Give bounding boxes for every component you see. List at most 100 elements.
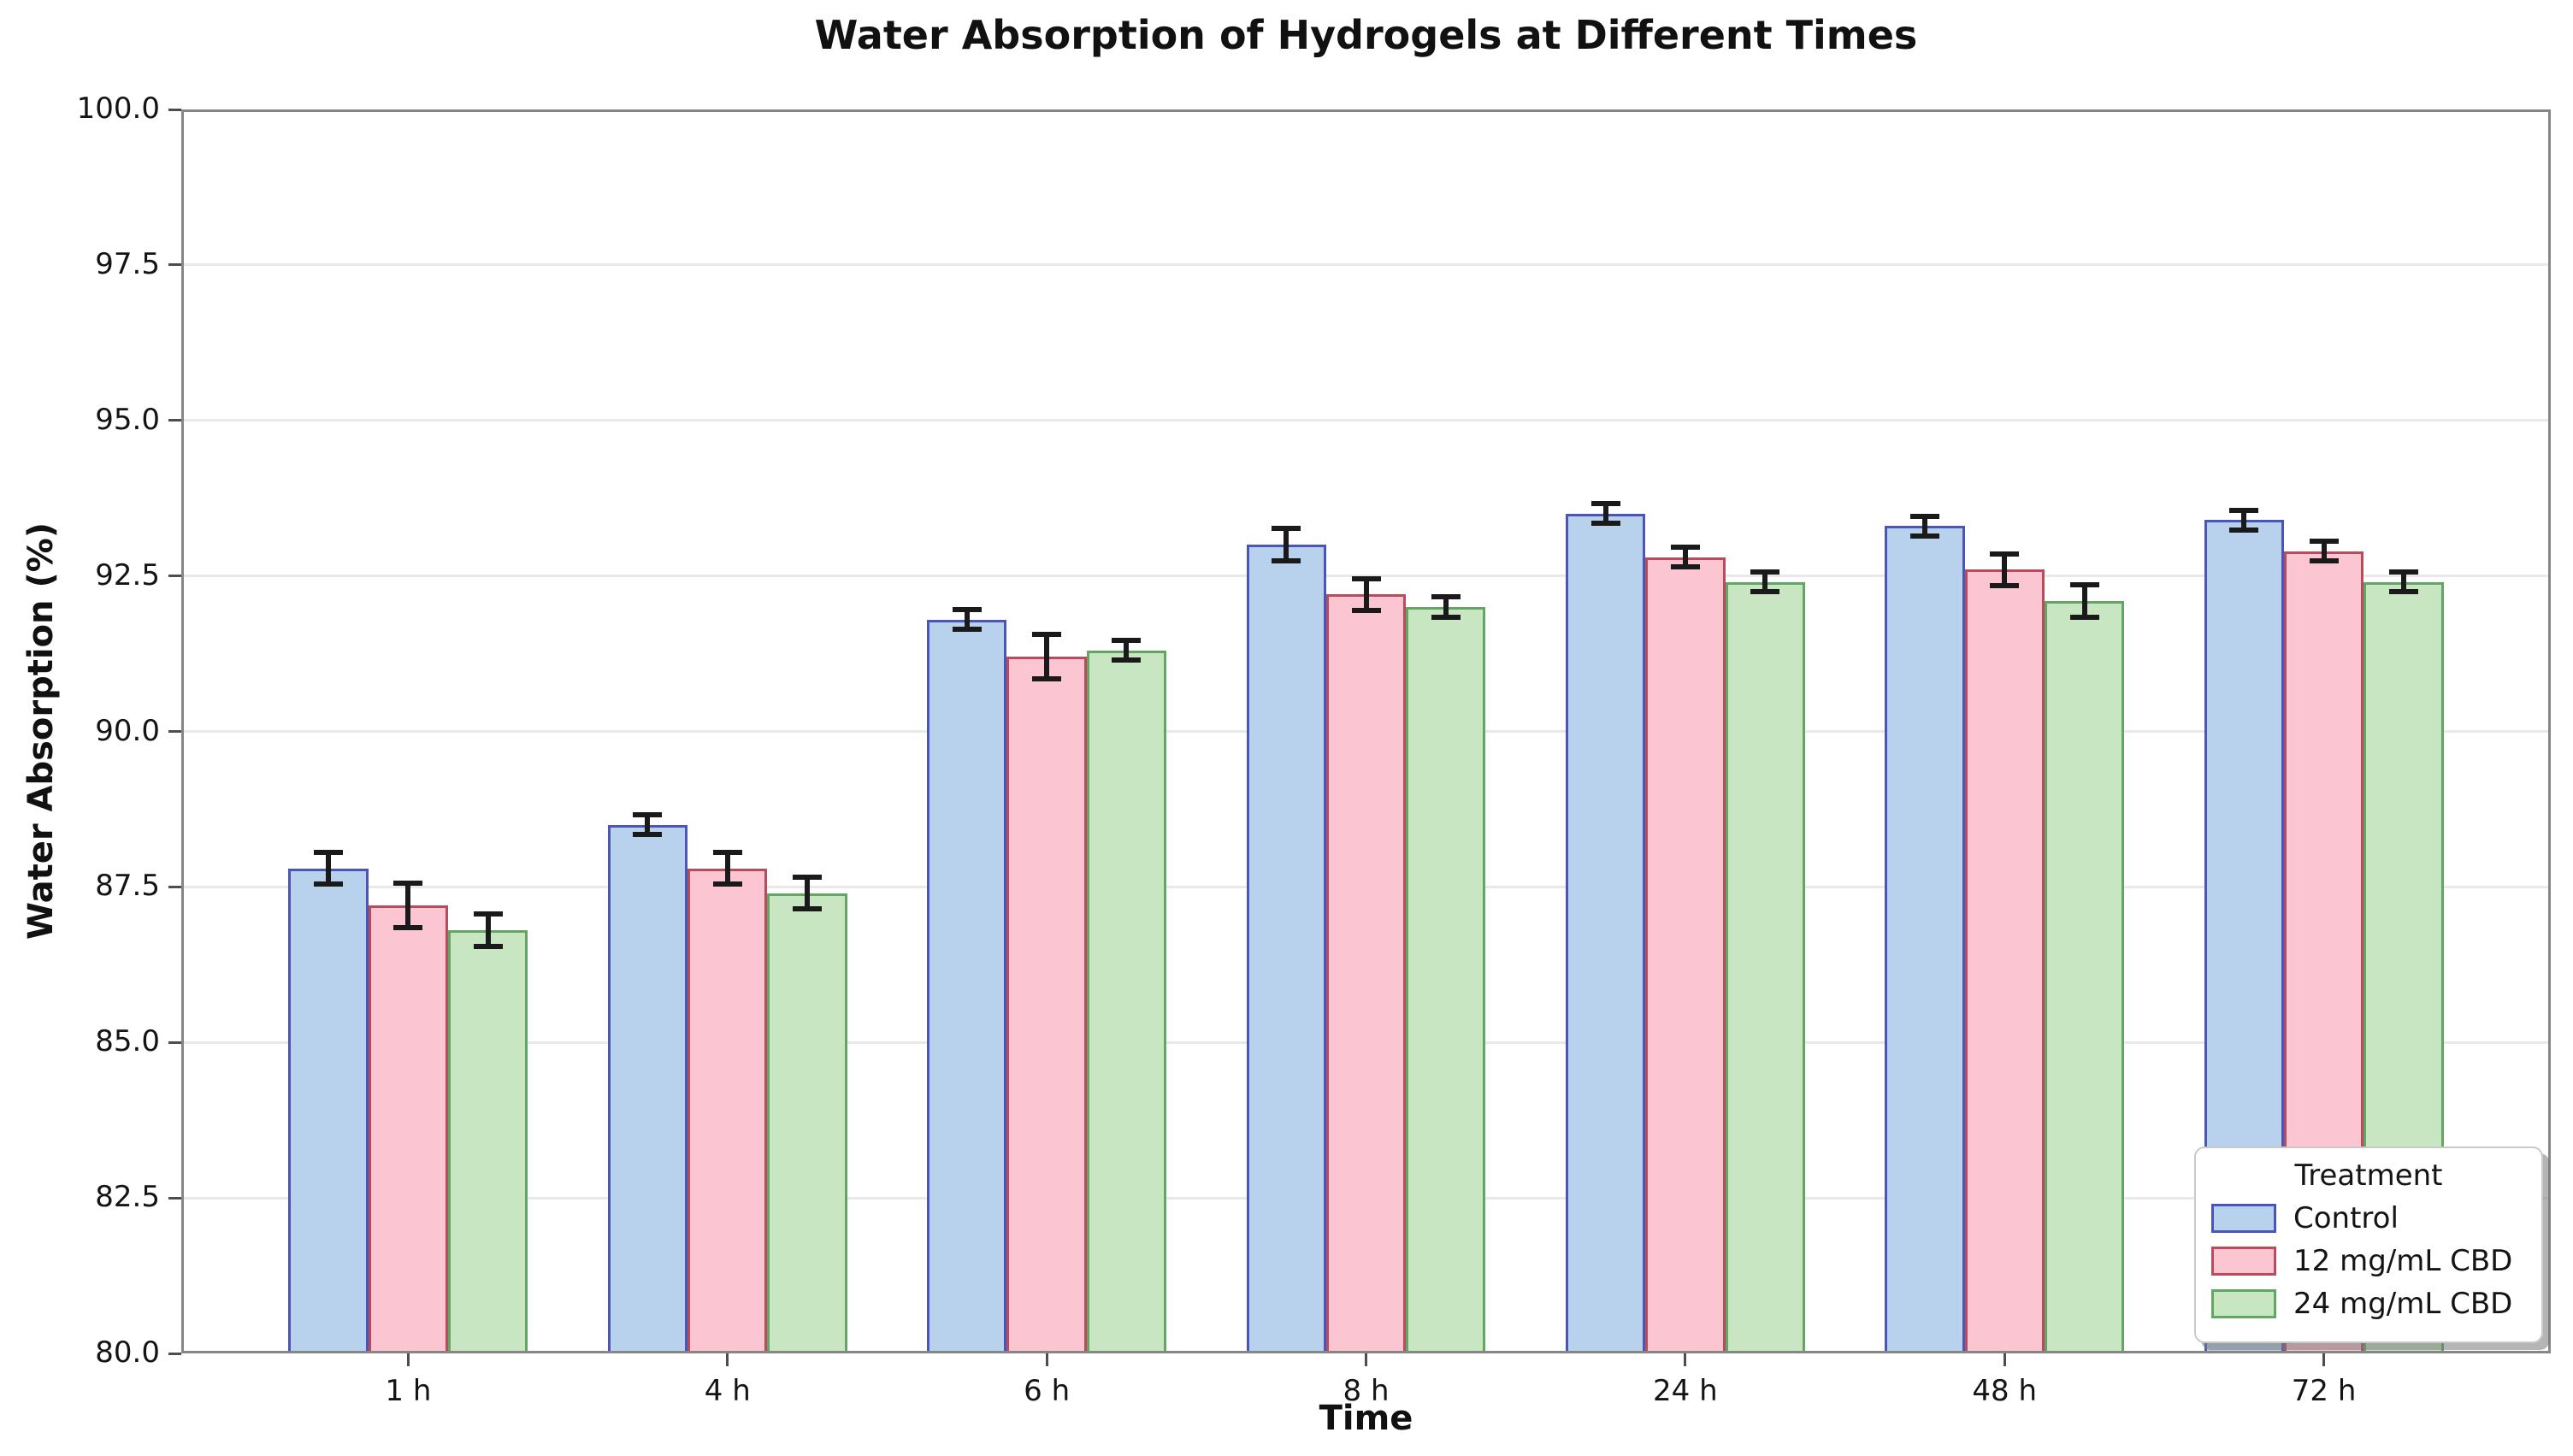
error-bar [393, 881, 423, 931]
legend-rows: Control 12 mg/mL CBD 24 mg/mL CBD [2211, 1201, 2526, 1321]
bar-12-mg-ml-cbd [368, 905, 449, 1353]
gridline [181, 419, 2551, 422]
error-bar-cap-bottom [1990, 583, 2020, 589]
error-bar-cap-bottom [1750, 589, 1780, 595]
legend-swatch-12-mg-ml-cbd [2211, 1247, 2276, 1276]
legend-swatch-24-mg-ml-cbd [2211, 1289, 2276, 1318]
error-bar-cap-bottom [314, 881, 344, 887]
error-bar [633, 812, 663, 838]
legend-row: Control [2211, 1201, 2526, 1235]
error-bar-cap-bottom [2069, 614, 2099, 620]
bar-24-mg-ml-cbd [1725, 581, 1805, 1353]
bar-24-mg-ml-cbd [1086, 650, 1167, 1353]
error-bar-cap-bottom [2309, 558, 2339, 564]
error-bar [314, 849, 344, 887]
bar-12-mg-ml-cbd [1645, 557, 1726, 1353]
error-bar-cap-top [2309, 538, 2339, 544]
x-tick [1045, 1353, 1048, 1366]
error-bar [1909, 513, 1939, 539]
error-bar [1112, 638, 1142, 663]
error-bar-stem [1602, 501, 1608, 527]
error-bar-cap-bottom [393, 925, 423, 931]
x-axis-label: Time [1319, 1399, 1413, 1438]
x-tick [406, 1353, 410, 1366]
x-tick-label: 8 h [1343, 1374, 1390, 1408]
chart-title: Water Absorption of Hydrogels at Differe… [814, 12, 1918, 58]
bar-12-mg-ml-cbd [1006, 657, 1087, 1353]
error-bar-stem [2081, 581, 2087, 620]
error-bar-cap-top [1431, 594, 1461, 600]
y-tick-label: 100.0 [76, 91, 160, 126]
error-bar-cap-top [1990, 551, 2020, 557]
error-bar-cap-bottom [712, 881, 742, 887]
error-bar-cap-bottom [2229, 527, 2259, 533]
error-bar [1032, 632, 1062, 682]
bar-12-mg-ml-cbd [688, 868, 768, 1353]
error-bar-cap-bottom [793, 906, 823, 912]
error-bar-cap-top [712, 849, 742, 855]
error-bar [1670, 545, 1700, 570]
error-bar [793, 874, 823, 912]
right-spine [2548, 109, 2551, 1353]
error-bar-cap-top [314, 849, 344, 855]
error-bar-stem [1363, 575, 1369, 614]
error-bar-stem [1284, 526, 1289, 564]
error-bar-stem [485, 911, 491, 950]
error-bar-cap-top [2388, 569, 2418, 575]
error-bar-cap-top [633, 812, 663, 818]
bar-24-mg-ml-cbd [767, 893, 847, 1353]
y-tick-label: 97.5 [95, 246, 160, 281]
error-bar-stem [1682, 545, 1688, 570]
error-bar-cap-bottom [1032, 676, 1062, 682]
error-bar-cap-bottom [473, 944, 503, 950]
error-bar-stem [2321, 538, 2327, 564]
error-bar-cap-top [1112, 638, 1142, 644]
error-bar-cap-bottom [1909, 533, 1939, 539]
y-tick-label: 85.0 [95, 1024, 160, 1059]
error-bar [1431, 594, 1461, 620]
error-bar [1590, 501, 1620, 527]
error-bar-stem [645, 812, 651, 838]
error-bar [2069, 581, 2099, 620]
legend-row: 24 mg/mL CBD [2211, 1287, 2526, 1321]
error-bar [473, 911, 503, 950]
legend-label: 12 mg/mL CBD [2293, 1244, 2513, 1278]
error-bar-stem [805, 874, 811, 912]
gridline [181, 263, 2551, 267]
error-bar-cap-top [1590, 501, 1620, 507]
y-tick [168, 1196, 181, 1200]
x-tick-label: 6 h [1024, 1374, 1071, 1408]
error-bar-stem [1044, 632, 1050, 682]
legend-label: 24 mg/mL CBD [2293, 1287, 2513, 1321]
bar-control [288, 868, 369, 1353]
x-tick-label: 1 h [385, 1374, 432, 1408]
plot-area [181, 109, 2551, 1353]
error-bar-cap-top [473, 911, 503, 917]
x-tick [2322, 1353, 2326, 1366]
error-bar-stem [2241, 507, 2247, 533]
error-bar-cap-top [2229, 507, 2259, 513]
bottom-spine [181, 1351, 2551, 1353]
error-bar [2388, 569, 2418, 595]
bar-control [1565, 513, 1646, 1353]
y-tick [168, 263, 181, 267]
legend: Treatment Control 12 mg/mL CBD 24 mg/mL CB… [2194, 1147, 2543, 1343]
y-tick [168, 419, 181, 422]
error-bar-stem [2002, 551, 2008, 589]
bar-control [927, 619, 1007, 1353]
error-bar [2229, 507, 2259, 533]
error-bar-cap-top [393, 881, 423, 887]
error-bar-cap-top [1909, 513, 1939, 519]
top-spine [181, 109, 2551, 112]
y-tick [168, 1040, 181, 1044]
y-tick [168, 885, 181, 888]
x-tick [2003, 1353, 2006, 1366]
x-tick-label: 48 h [1972, 1374, 2038, 1408]
error-bar-cap-bottom [1351, 608, 1381, 614]
y-tick [168, 108, 181, 111]
bar-24-mg-ml-cbd [2044, 600, 2125, 1353]
error-bar [712, 849, 742, 887]
error-bar-cap-top [1750, 569, 1780, 575]
error-bar-cap-top [1272, 526, 1301, 532]
